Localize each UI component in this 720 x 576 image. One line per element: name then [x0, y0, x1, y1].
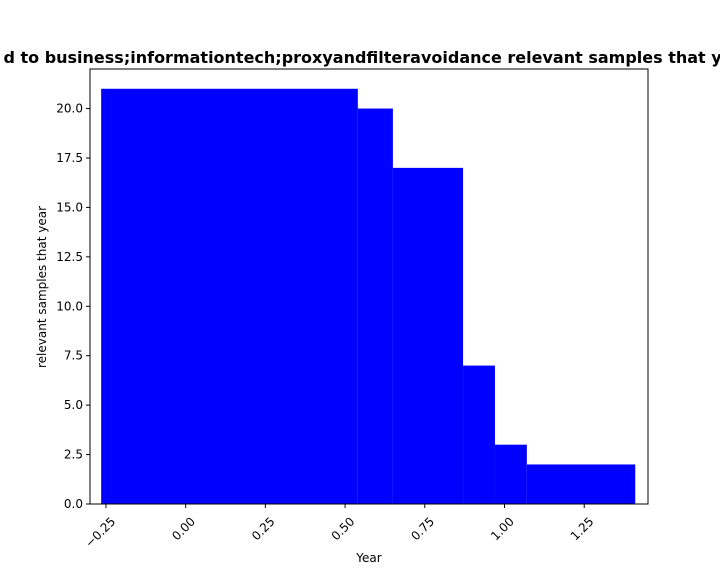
y-tick-label: 20.0 — [56, 102, 83, 116]
plot-frame — [89, 68, 649, 505]
y-tick-label: 7.5 — [64, 349, 83, 363]
bars-group — [101, 88, 636, 504]
bar-4 — [494, 444, 527, 504]
x-tick-label: 0.75 — [408, 514, 437, 543]
x-axis-label: Year — [355, 551, 381, 565]
x-tick-label: 0.50 — [329, 514, 358, 543]
x-axis-ticks: −0.25 0.00 0.25 0.50 0.75 1.00 1.25 — [82, 504, 597, 550]
bar-5 — [526, 464, 636, 504]
y-tick-label: 5.0 — [64, 398, 83, 412]
x-tick-label: 0.00 — [169, 514, 198, 543]
y-axis-ticks: 0.0 2.5 5.0 7.5 10.0 12.5 15.0 17.5 20.0 — [56, 102, 90, 511]
y-tick-label: 15.0 — [56, 200, 83, 214]
x-tick-label: 1.00 — [488, 514, 517, 543]
y-tick-label: 10.0 — [56, 299, 83, 313]
y-tick-label: 12.5 — [56, 250, 83, 264]
y-axis-label: relevant samples that year — [35, 206, 49, 368]
x-tick-label: 1.25 — [568, 514, 597, 543]
x-tick-label: 0.25 — [249, 514, 278, 543]
chart-title: d to business;informationtech;proxyandfi… — [3, 48, 720, 67]
bar-0 — [101, 88, 358, 504]
x-tick-label: −0.25 — [82, 514, 118, 550]
bar-2 — [392, 167, 464, 504]
bar-3 — [463, 365, 495, 504]
y-tick-label: 0.0 — [64, 497, 83, 511]
y-tick-label: 17.5 — [56, 151, 83, 165]
bar-1 — [357, 108, 393, 504]
y-tick-label: 2.5 — [64, 448, 83, 462]
